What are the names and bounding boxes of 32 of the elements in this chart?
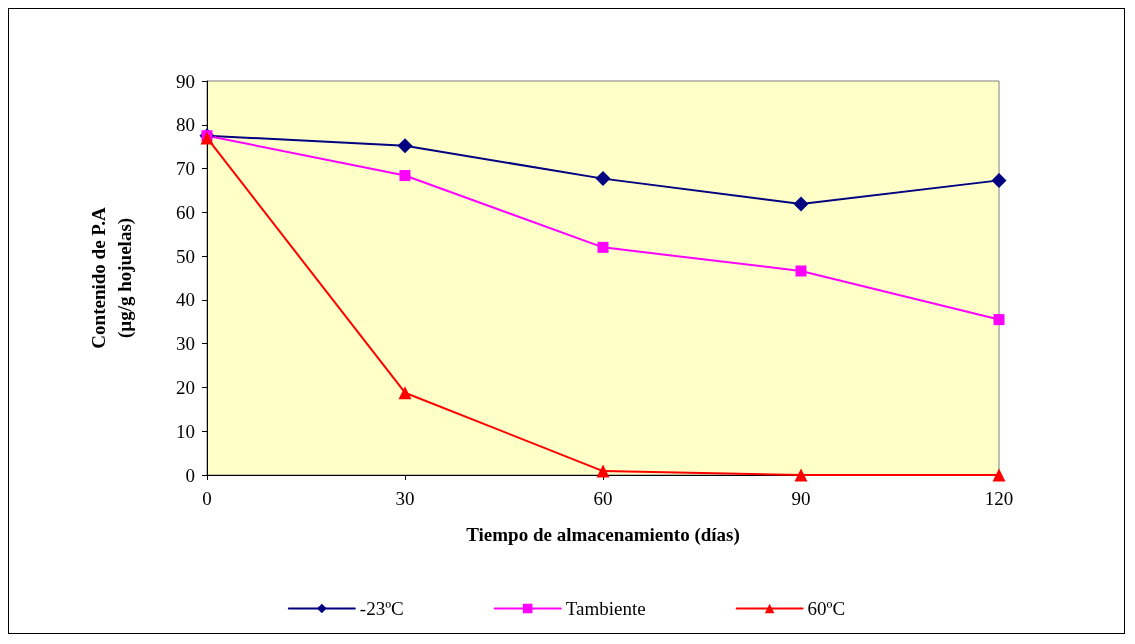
y-tick-label: 70: [176, 158, 195, 180]
point: [397, 138, 413, 154]
y-tick-label: 20: [176, 376, 195, 398]
y-tick-label: 40: [176, 289, 195, 311]
point: [991, 172, 1007, 188]
y-axis-title: Contenido de P.A (µg/g hojuelas): [87, 207, 136, 349]
y-tick-label: 30: [176, 333, 195, 355]
point: [993, 314, 1005, 326]
point: [399, 170, 411, 182]
point: [794, 468, 808, 482]
point: [793, 196, 809, 212]
y-tick-label: 80: [176, 114, 195, 136]
x-tick-label: 90: [791, 488, 811, 509]
point: [795, 265, 807, 277]
legend-label: 60ºC: [807, 598, 846, 619]
y-tick-label: 10: [176, 420, 195, 442]
x-tick-label: 60: [593, 488, 613, 509]
y-tick-label: 0: [185, 464, 195, 486]
y-tick-label: 50: [176, 245, 195, 267]
point: [595, 171, 611, 187]
point: [596, 464, 610, 478]
x-tick-label: 120: [984, 488, 1014, 509]
point: [597, 241, 609, 253]
legend-label: -23ºC: [359, 598, 404, 619]
x-tick-label: 30: [395, 488, 415, 509]
x-tick-label: 0: [202, 488, 212, 509]
point: [398, 386, 412, 400]
x-axis-title: Tiempo de almacenamiento (días): [466, 524, 740, 546]
y-tick-label: 90: [176, 70, 195, 92]
y-tick-label: 60: [176, 201, 195, 223]
point: [992, 468, 1006, 482]
legend-label: Tambiente: [565, 598, 646, 619]
